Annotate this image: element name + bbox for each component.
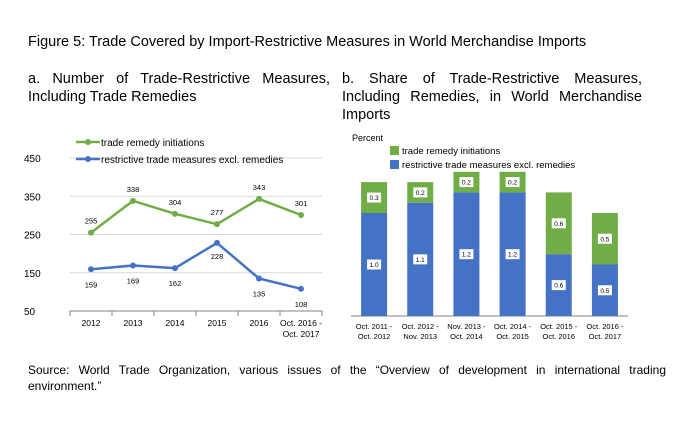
data-point [130, 262, 136, 269]
data-label-box [459, 249, 474, 260]
data-label: 169 [127, 276, 140, 285]
legend-label: restrictive trade measures excl. remedie… [402, 160, 575, 171]
data-label: 304 [169, 198, 182, 207]
data-label: 338 [127, 185, 140, 194]
data-point [298, 211, 304, 218]
data-label: 0.2 [416, 190, 425, 197]
data-point [172, 265, 178, 272]
data-label: 277 [211, 208, 224, 217]
data-label: 0.6 [554, 221, 563, 228]
data-point [88, 266, 94, 273]
legend-marker [85, 139, 91, 145]
x-tick-label: Oct. 2015 -Oct. 2016 [540, 322, 578, 341]
chart-b-title: b. Share of Trade-Restrictive Measures, … [342, 71, 642, 123]
x-tick-label: 2013 [124, 318, 143, 328]
data-label-box [505, 177, 520, 188]
data-label: 1.2 [508, 252, 517, 259]
data-label: 228 [211, 252, 224, 261]
data-label: 343 [253, 183, 266, 192]
data-label-box [551, 280, 566, 291]
data-label-box [413, 254, 428, 265]
data-label: 1.1 [416, 257, 425, 264]
data-label-box [505, 249, 520, 260]
data-label-box [597, 285, 612, 296]
data-label-box [367, 259, 382, 270]
data-label: 301 [295, 199, 308, 208]
y-tick-label: 150 [24, 269, 41, 280]
data-point [214, 221, 220, 228]
data-label-box [597, 233, 612, 244]
legend-label: trade remedy initiations [101, 138, 204, 149]
data-label: 0.5 [600, 236, 609, 243]
data-label: 108 [295, 300, 308, 309]
chart-a-title: a. Number of Trade-Restrictive Measures,… [28, 71, 330, 105]
data-point [172, 210, 178, 217]
figure-title: Figure 5: Trade Covered by Import-Restri… [28, 34, 587, 50]
data-label: 0.2 [462, 180, 471, 187]
legend-swatch [390, 146, 399, 155]
data-point [256, 275, 262, 282]
data-label: 1.2 [462, 252, 471, 259]
data-label: 162 [169, 279, 182, 288]
x-tick-label: 2012 [82, 318, 101, 328]
data-label: 135 [253, 289, 266, 298]
series-line [90, 241, 302, 291]
x-tick-label: Oct. 2016 -Oct. 2017 [586, 322, 624, 341]
data-label: 255 [85, 217, 98, 226]
data-label: 0.5 [600, 288, 609, 295]
data-point [214, 239, 220, 246]
x-tick-label: Nov. 2013 -Oct. 2014 [447, 322, 486, 341]
x-tick-label: Oct. 2016 -Oct. 2017 [280, 318, 322, 339]
legend-swatch [390, 160, 399, 169]
legend-label: trade remedy initiations [402, 146, 500, 157]
x-tick-label: Oct. 2011 -Oct. 2012 [356, 322, 393, 341]
series-line [90, 197, 302, 234]
x-tick-label: 2016 [250, 318, 269, 328]
y-tick-label: 450 [24, 154, 41, 165]
y-tick-label: 250 [24, 231, 41, 242]
data-label: 0.3 [370, 195, 379, 202]
data-label-box [413, 187, 428, 198]
legend-label: restrictive trade measures excl. remedie… [101, 155, 283, 166]
data-label: 159 [85, 280, 98, 289]
data-point [298, 285, 304, 292]
legend-marker [85, 156, 91, 162]
data-label-box [551, 218, 566, 229]
data-label: 0.6 [554, 283, 563, 290]
data-label: 1.0 [370, 262, 379, 269]
y-tick-label: 50 [24, 307, 36, 318]
y-axis-label: Percent [352, 133, 384, 143]
x-tick-label: 2014 [166, 318, 185, 328]
x-tick-label: Oct. 2012 -Nov. 2013 [402, 322, 440, 341]
data-point [88, 229, 94, 236]
data-point [130, 197, 136, 204]
x-tick-label: Oct. 2014 -Oct. 2015 [494, 322, 532, 341]
data-label-box [367, 192, 382, 203]
y-tick-label: 350 [24, 192, 41, 203]
data-label: 0.2 [508, 180, 517, 187]
data-point [256, 195, 262, 202]
data-label-box [459, 177, 474, 188]
x-tick-label: 2015 [208, 318, 227, 328]
source-note: Source: World Trade Organization, variou… [28, 363, 666, 393]
